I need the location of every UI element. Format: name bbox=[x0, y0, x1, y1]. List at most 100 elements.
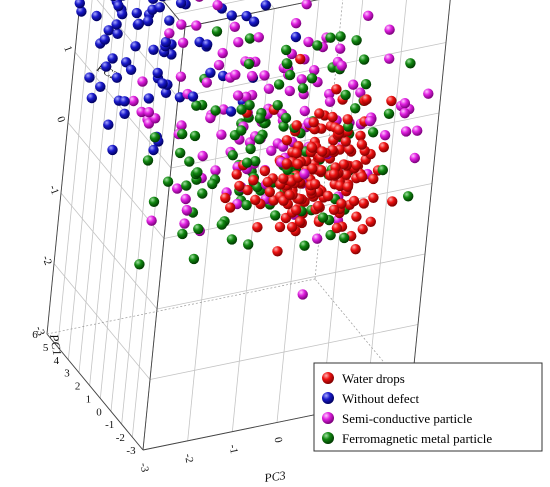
point-water-drops bbox=[308, 117, 319, 128]
grid-line bbox=[149, 324, 419, 380]
legend-marker-water-drops bbox=[322, 372, 334, 384]
point-water-drops bbox=[292, 158, 304, 170]
point-without-defect bbox=[76, 6, 87, 17]
tick-label-pc2: 1 bbox=[61, 44, 74, 53]
point-ferromagnetic bbox=[273, 79, 285, 90]
tick-label-pc1: 2 bbox=[75, 381, 81, 393]
point-water-drops bbox=[231, 169, 242, 180]
legend-entry-ferromagnetic: Ferromagnetic metal particle bbox=[322, 431, 492, 446]
point-semi-conductive bbox=[176, 120, 187, 131]
point-water-drops bbox=[328, 204, 340, 215]
point-without-defect bbox=[130, 41, 141, 52]
point-semi-conductive bbox=[195, 0, 204, 2]
axis-label-pc1: PC1 bbox=[47, 332, 65, 356]
point-semi-conductive bbox=[423, 88, 434, 99]
point-water-drops bbox=[306, 142, 318, 153]
tick-label-pc1: 6 bbox=[32, 329, 38, 341]
point-ferromagnetic bbox=[325, 229, 336, 241]
point-without-defect bbox=[111, 19, 122, 30]
point-semi-conductive bbox=[412, 125, 423, 136]
point-semi-conductive bbox=[229, 21, 240, 32]
point-without-defect bbox=[142, 15, 154, 27]
data-points bbox=[74, 0, 434, 300]
point-water-drops bbox=[386, 95, 397, 107]
grid-line bbox=[110, 0, 153, 412]
point-without-defect bbox=[226, 10, 237, 21]
tick-label-pc2: 0 bbox=[54, 115, 67, 125]
point-semi-conductive bbox=[348, 79, 359, 90]
point-semi-conductive bbox=[301, 0, 312, 10]
point-semi-conductive bbox=[399, 98, 411, 109]
point-without-defect bbox=[125, 64, 137, 76]
point-without-defect bbox=[119, 96, 130, 107]
point-ferromagnetic bbox=[175, 147, 186, 159]
point-without-defect bbox=[154, 2, 165, 13]
tick-label-pc1: -1 bbox=[105, 419, 114, 431]
point-without-defect bbox=[107, 144, 118, 156]
point-water-drops bbox=[313, 200, 324, 212]
point-ferromagnetic bbox=[243, 58, 255, 70]
point-ferromagnetic bbox=[351, 35, 362, 46]
point-water-drops bbox=[286, 221, 298, 233]
point-semi-conductive bbox=[213, 59, 225, 71]
point-without-defect bbox=[157, 78, 168, 89]
point-water-drops bbox=[259, 165, 270, 177]
point-ferromagnetic bbox=[207, 178, 218, 190]
grid-line bbox=[89, 0, 129, 386]
point-without-defect bbox=[103, 119, 114, 130]
point-semi-conductive bbox=[363, 10, 374, 21]
point-ferromagnetic bbox=[244, 33, 256, 44]
point-water-drops bbox=[281, 135, 293, 146]
tick-label-pc3: -1 bbox=[227, 444, 240, 455]
tick-label-pc1: 4 bbox=[54, 355, 60, 367]
point-ferromagnetic bbox=[350, 103, 361, 114]
point-without-defect bbox=[107, 53, 118, 64]
point-ferromagnetic bbox=[312, 40, 323, 51]
point-ferromagnetic bbox=[405, 58, 416, 69]
legend-label-semi-conductive: Semi-conductive particle bbox=[342, 411, 473, 426]
point-without-defect bbox=[175, 0, 187, 9]
legend-entry-without-defect: Without defect bbox=[322, 391, 419, 406]
point-ferromagnetic bbox=[403, 191, 414, 202]
point-ferromagnetic bbox=[340, 89, 351, 101]
point-semi-conductive bbox=[336, 60, 347, 71]
point-water-drops bbox=[322, 190, 334, 202]
point-water-drops bbox=[365, 216, 376, 227]
point-water-drops bbox=[351, 160, 362, 171]
point-semi-conductive bbox=[384, 53, 395, 64]
point-without-defect bbox=[95, 81, 106, 93]
point-without-defect bbox=[84, 72, 95, 83]
point-ferromagnetic bbox=[272, 100, 283, 111]
tick-label-pc2: -2 bbox=[40, 254, 54, 267]
point-ferromagnetic bbox=[197, 188, 208, 199]
point-without-defect bbox=[202, 39, 213, 50]
point-semi-conductive bbox=[263, 83, 275, 95]
point-ferromagnetic bbox=[236, 104, 247, 115]
point-ferromagnetic bbox=[181, 180, 192, 191]
point-water-drops bbox=[340, 136, 351, 147]
point-semi-conductive bbox=[172, 183, 183, 194]
point-ferromagnetic bbox=[281, 58, 292, 69]
legend-box bbox=[313, 362, 543, 452]
point-water-drops bbox=[316, 165, 327, 176]
tick-label-pc1: 3 bbox=[64, 368, 70, 380]
point-ferromagnetic bbox=[149, 132, 161, 143]
point-without-defect bbox=[148, 44, 159, 55]
point-without-defect bbox=[111, 72, 123, 83]
point-water-drops bbox=[274, 221, 286, 233]
point-semi-conductive bbox=[210, 165, 221, 176]
point-semi-conductive bbox=[180, 193, 191, 205]
point-water-drops bbox=[252, 222, 263, 233]
point-water-drops bbox=[338, 159, 349, 170]
point-water-drops bbox=[333, 124, 345, 135]
point-water-drops bbox=[310, 179, 321, 190]
point-water-drops bbox=[248, 175, 259, 186]
point-without-defect bbox=[160, 87, 172, 99]
point-ferromagnetic bbox=[216, 219, 227, 230]
point-water-drops bbox=[336, 198, 347, 209]
point-water-drops bbox=[341, 169, 352, 180]
point-water-drops bbox=[368, 173, 379, 185]
point-semi-conductive bbox=[128, 95, 139, 107]
point-water-drops bbox=[356, 139, 368, 150]
point-ferromagnetic bbox=[184, 156, 195, 167]
